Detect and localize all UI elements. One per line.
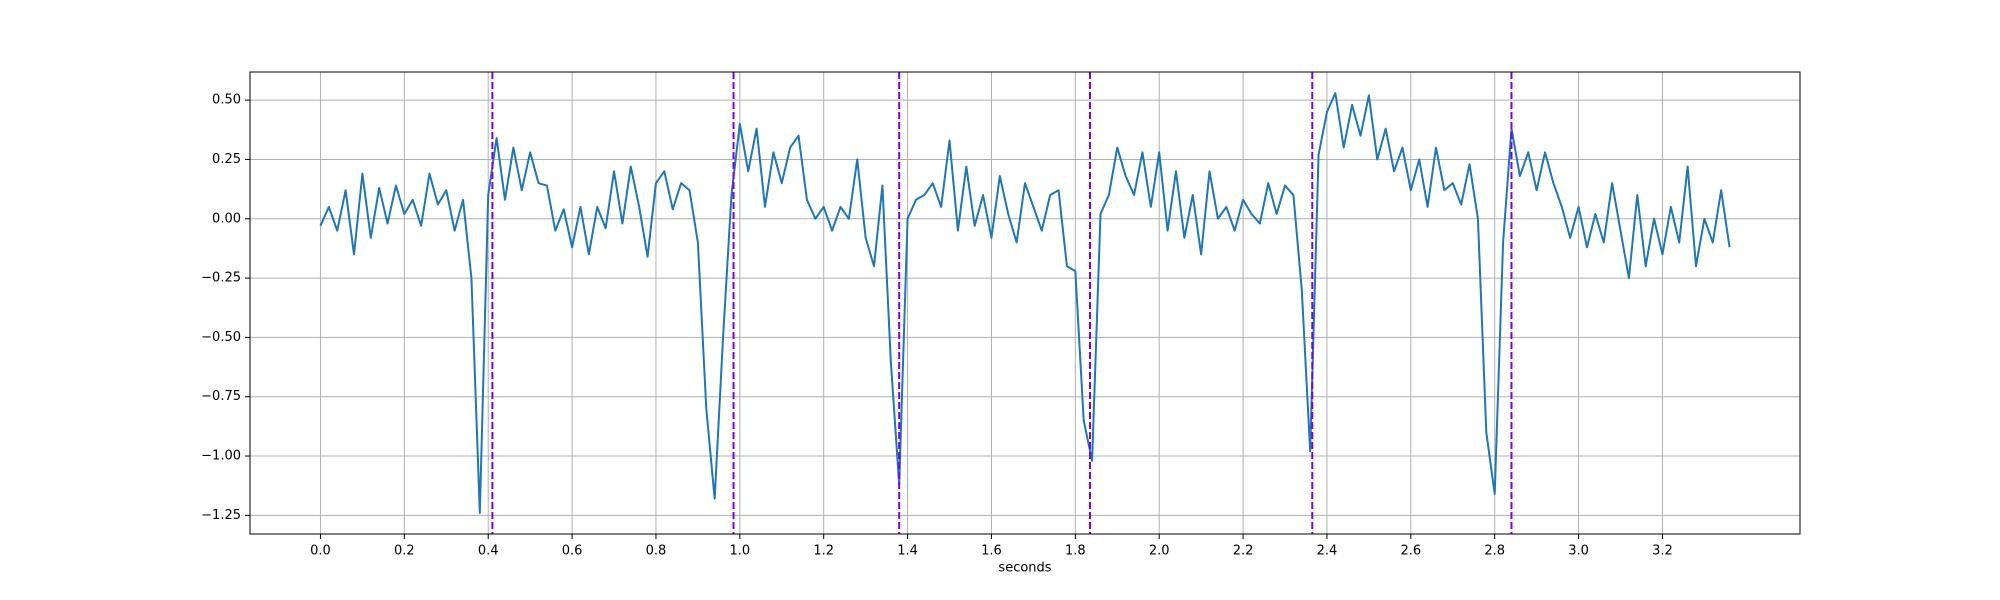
y-tick-label: −0.50 bbox=[201, 330, 241, 345]
x-tick-label: 1.4 bbox=[897, 544, 918, 559]
x-tick-label: 1.0 bbox=[729, 544, 750, 559]
signal-line bbox=[319, 92, 1731, 514]
x-tick-label: 2.0 bbox=[1149, 544, 1170, 559]
x-tick-label: 2.2 bbox=[1233, 544, 1254, 559]
y-tick-label: 0.50 bbox=[212, 93, 241, 108]
x-tick-label: 0.0 bbox=[310, 544, 331, 559]
x-tick-label: 1.2 bbox=[813, 544, 834, 559]
x-tick-label: 2.4 bbox=[1317, 544, 1338, 559]
x-tick-label: 3.2 bbox=[1652, 544, 1673, 559]
x-tick-label: 0.2 bbox=[394, 544, 415, 559]
y-tick-label: 0.25 bbox=[212, 152, 241, 167]
y-tick-label: −1.00 bbox=[201, 449, 241, 464]
y-tick-label: −1.25 bbox=[201, 508, 241, 523]
x-tick-label: 3.0 bbox=[1568, 544, 1589, 559]
y-tick-label: −0.25 bbox=[201, 271, 241, 286]
x-tick-label: 2.8 bbox=[1484, 544, 1505, 559]
y-tick-label: −0.75 bbox=[201, 389, 241, 404]
y-tick-label: 0.00 bbox=[212, 211, 241, 226]
x-tick-label: 1.8 bbox=[1065, 544, 1086, 559]
x-tick-label: 0.8 bbox=[646, 544, 667, 559]
x-tick-label: 1.6 bbox=[981, 544, 1002, 559]
x-tick-label: 0.4 bbox=[478, 544, 499, 559]
x-tick-label: 0.6 bbox=[562, 544, 583, 559]
x-tick-label: 2.6 bbox=[1400, 544, 1421, 559]
plot-frame bbox=[249, 71, 1801, 535]
x-axis-label: seconds bbox=[998, 561, 1051, 576]
